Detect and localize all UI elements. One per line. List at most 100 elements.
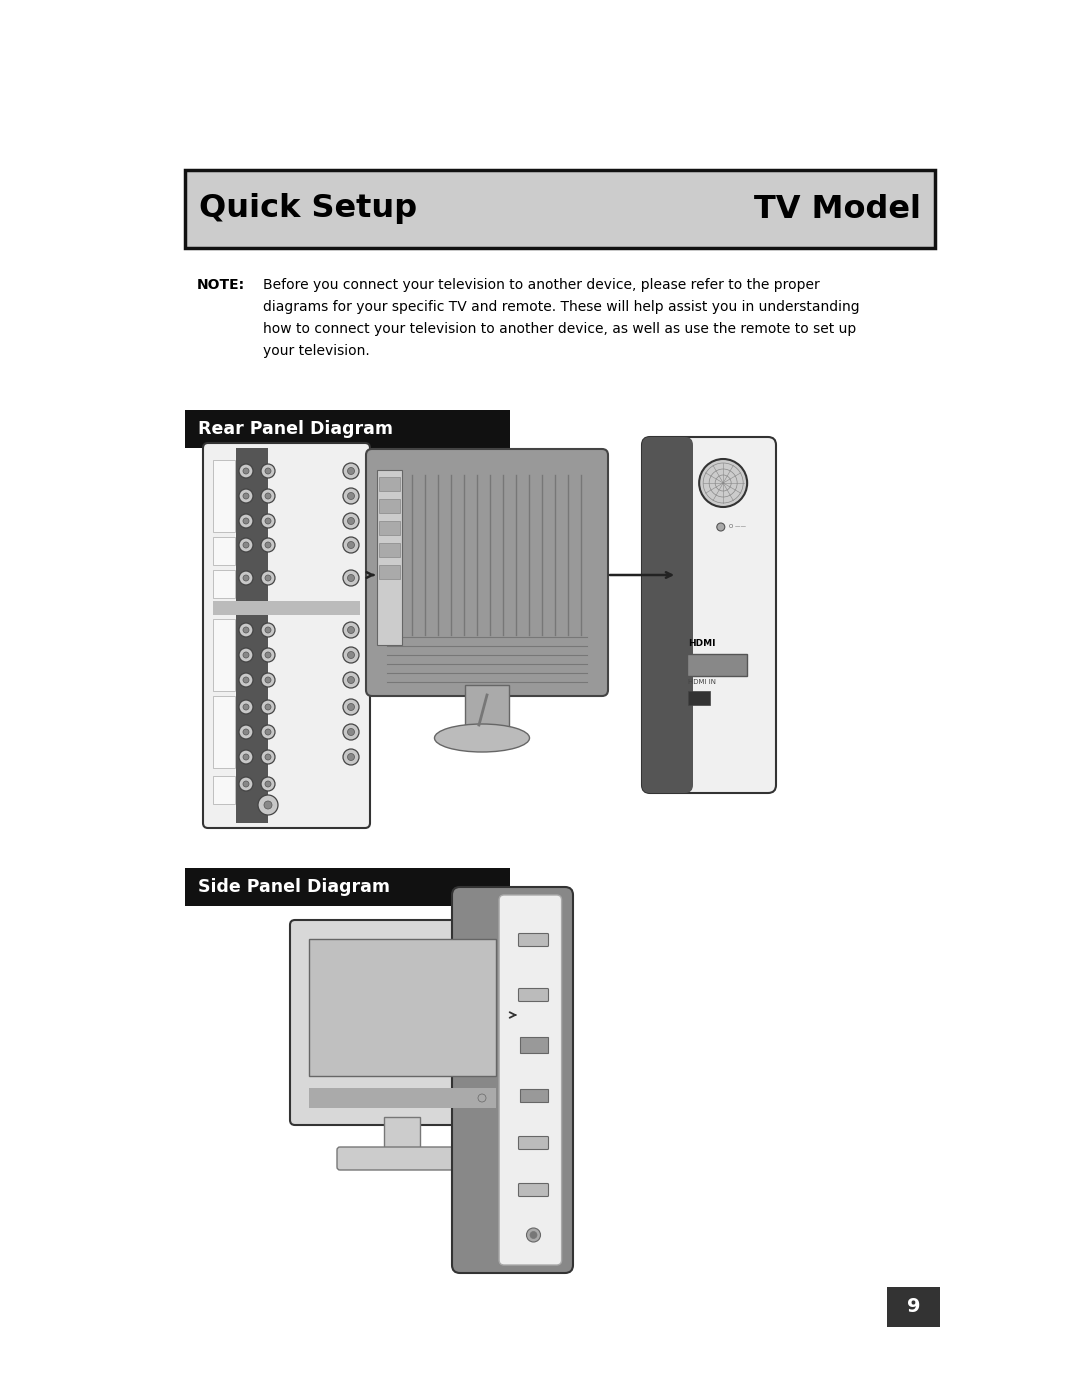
Circle shape xyxy=(243,627,249,633)
FancyBboxPatch shape xyxy=(499,895,562,1266)
FancyBboxPatch shape xyxy=(642,437,777,793)
Text: 9: 9 xyxy=(907,1298,920,1316)
Bar xyxy=(377,469,402,645)
Circle shape xyxy=(243,652,249,658)
Circle shape xyxy=(239,725,253,739)
Circle shape xyxy=(348,626,354,633)
Circle shape xyxy=(239,571,253,585)
Circle shape xyxy=(343,672,359,687)
Circle shape xyxy=(348,574,354,581)
Bar xyxy=(309,1088,496,1108)
FancyBboxPatch shape xyxy=(366,448,608,696)
Text: diagrams for your specific TV and remote. These will help assist you in understa: diagrams for your specific TV and remote… xyxy=(264,300,860,314)
Bar xyxy=(519,1037,548,1053)
Text: HDMI IN: HDMI IN xyxy=(688,679,716,685)
Circle shape xyxy=(348,651,354,658)
FancyBboxPatch shape xyxy=(518,1137,549,1150)
Circle shape xyxy=(343,570,359,585)
Circle shape xyxy=(265,518,271,524)
Bar xyxy=(237,448,268,823)
Circle shape xyxy=(348,704,354,711)
Circle shape xyxy=(261,623,275,637)
Bar xyxy=(213,536,235,564)
Circle shape xyxy=(239,750,253,764)
Circle shape xyxy=(264,800,272,809)
FancyBboxPatch shape xyxy=(518,1183,549,1196)
Circle shape xyxy=(239,489,253,503)
Circle shape xyxy=(261,464,275,478)
Bar xyxy=(213,460,235,532)
Circle shape xyxy=(265,542,271,548)
Circle shape xyxy=(348,517,354,524)
Bar xyxy=(650,453,685,777)
Circle shape xyxy=(343,749,359,766)
Circle shape xyxy=(343,698,359,715)
FancyBboxPatch shape xyxy=(518,989,549,1002)
Ellipse shape xyxy=(434,724,529,752)
Circle shape xyxy=(261,514,275,528)
Circle shape xyxy=(343,488,359,504)
FancyBboxPatch shape xyxy=(642,437,693,793)
Circle shape xyxy=(239,514,253,528)
Circle shape xyxy=(261,777,275,791)
FancyBboxPatch shape xyxy=(453,887,573,1273)
Bar xyxy=(379,499,400,513)
Text: HDMI: HDMI xyxy=(688,638,715,647)
Bar xyxy=(213,696,235,768)
Circle shape xyxy=(243,754,249,760)
Circle shape xyxy=(261,538,275,552)
Circle shape xyxy=(261,700,275,714)
Circle shape xyxy=(265,493,271,499)
Bar xyxy=(213,775,235,805)
Circle shape xyxy=(239,648,253,662)
Circle shape xyxy=(243,468,249,474)
Bar xyxy=(379,543,400,557)
Circle shape xyxy=(343,622,359,638)
Circle shape xyxy=(239,673,253,687)
Circle shape xyxy=(348,542,354,549)
Bar xyxy=(887,1287,940,1327)
Circle shape xyxy=(261,673,275,687)
Circle shape xyxy=(243,542,249,548)
Circle shape xyxy=(243,704,249,710)
Circle shape xyxy=(348,753,354,760)
Circle shape xyxy=(261,571,275,585)
Circle shape xyxy=(478,1094,486,1102)
Circle shape xyxy=(699,460,747,507)
Circle shape xyxy=(261,648,275,662)
Circle shape xyxy=(348,676,354,683)
Text: Rear Panel Diagram: Rear Panel Diagram xyxy=(198,420,393,439)
Circle shape xyxy=(343,724,359,740)
Bar xyxy=(185,409,510,448)
Circle shape xyxy=(343,647,359,664)
Text: how to connect your television to another device, as well as use the remote to s: how to connect your television to anothe… xyxy=(264,321,856,337)
Bar xyxy=(185,170,935,249)
Circle shape xyxy=(265,704,271,710)
Circle shape xyxy=(239,464,253,478)
Text: your television.: your television. xyxy=(264,344,369,358)
Bar xyxy=(309,939,496,1076)
Bar xyxy=(379,564,400,578)
Circle shape xyxy=(265,781,271,787)
Circle shape xyxy=(243,729,249,735)
Circle shape xyxy=(243,678,249,683)
Circle shape xyxy=(348,493,354,500)
Circle shape xyxy=(265,678,271,683)
FancyBboxPatch shape xyxy=(687,654,747,676)
Text: TV Model: TV Model xyxy=(754,194,921,225)
Circle shape xyxy=(265,576,271,581)
Circle shape xyxy=(261,725,275,739)
Bar xyxy=(688,692,710,705)
Circle shape xyxy=(348,728,354,735)
Circle shape xyxy=(265,652,271,658)
Circle shape xyxy=(343,536,359,553)
Circle shape xyxy=(343,513,359,529)
Text: Quick Setup: Quick Setup xyxy=(199,194,417,225)
Circle shape xyxy=(258,795,278,814)
Circle shape xyxy=(348,468,354,475)
Text: NOTE:: NOTE: xyxy=(197,278,245,292)
Bar xyxy=(213,601,360,615)
Bar xyxy=(379,476,400,490)
Text: Before you connect your television to another device, please refer to the proper: Before you connect your television to an… xyxy=(264,278,820,292)
Circle shape xyxy=(239,700,253,714)
